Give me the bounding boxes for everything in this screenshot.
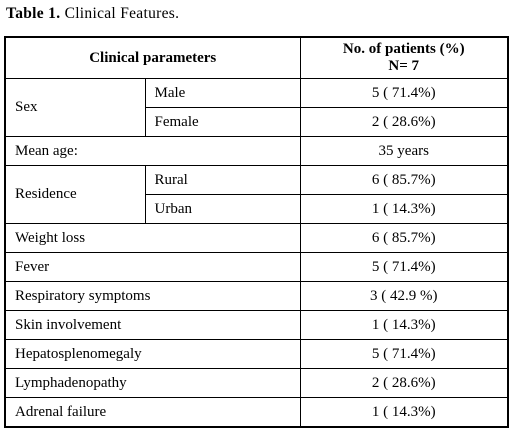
row: Residence Rural 6 ( 85.7%) [4,165,509,224]
caption-label: Table 1. [6,5,61,22]
value-cell: 35 years [299,136,509,166]
header-cell: No. of patients (%) N= 7 [299,36,509,79]
row: Hepatosplenomegaly 5 ( 71.4%) [4,339,509,369]
sub-parameter-cell: Male [144,78,301,108]
parameter-cell: Respiratory symptoms [4,281,301,311]
table-body: Sex Male 5 ( 71.4%) Female 2 ( 28.6%) Mean ag… [4,78,509,428]
parameter-cell: Mean age: [4,136,301,166]
row: Respiratory symptoms 3 ( 42.9 %) [4,281,509,311]
value-cell: 2 ( 28.6%) [299,107,509,137]
row: Female 2 ( 28.6%) [5,107,509,137]
row: Skin involvement 1 ( 14.3%) [4,310,509,340]
parameter-cell: Hepatosplenomegaly [4,339,301,369]
parameter-cell: Residence [4,165,146,224]
row: Urban 1 ( 14.3%) [5,194,509,224]
parameter-cell: Adrenal failure [4,397,301,428]
row: Weight loss 6 ( 85.7%) [4,223,509,253]
parameter-cell: Fever [4,252,301,282]
sub-parameter-cell: Rural [144,165,301,195]
value-cell: 5 ( 71.4%) [299,78,509,108]
row: Sex Male 5 ( 71.4%) [4,78,509,137]
row: Lymphadenopathy 2 ( 28.6%) [4,368,509,398]
row: Adrenal failure 1 ( 14.3%) [4,397,509,428]
value-cell: 6 ( 85.7%) [299,165,509,195]
value-cell: 5 ( 71.4%) [299,252,509,282]
value-cell: 2 ( 28.6%) [299,368,509,398]
value-cell: 1 ( 14.3%) [299,310,509,340]
value-cell: 6 ( 85.7%) [299,223,509,253]
parameter-cell: Skin involvement [4,310,301,340]
parameter-cell: Lymphadenopathy [4,368,301,398]
value-cell: 3 ( 42.9 %) [299,281,509,311]
table: Clinical parameters No. of patients (%) N… [4,36,509,428]
header-line: No. of patients (%) [342,41,465,57]
sub-parameter-cell: Female [144,107,301,137]
parameter-cell: Sex [4,78,146,137]
value-cell: 1 ( 14.3%) [299,397,509,428]
caption-text: Clinical Features. [64,5,180,22]
sub-parameter-cell: Urban [144,194,301,224]
value-cell: 1 ( 14.3%) [299,194,509,224]
parameter-cell: Weight loss [4,223,301,253]
row: Fever 5 ( 71.4%) [4,252,509,282]
row: Mean age: 35 years [4,136,509,166]
header-cell: Clinical parameters [4,36,301,79]
header-line: N= 7 [388,58,420,74]
header-row: Clinical parameters No. of patients (%) N… [4,36,509,79]
caption: Table 1. Clinical Features. [6,5,179,23]
value-cell: 5 ( 71.4%) [299,339,509,369]
